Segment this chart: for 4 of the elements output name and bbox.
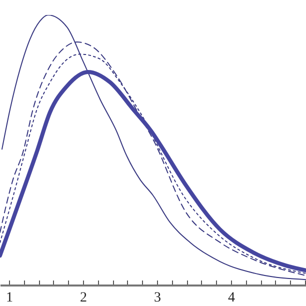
x-tick-label: 1 — [6, 290, 14, 306]
x-tick-label: 4 — [228, 290, 235, 306]
x-tick-label: 3 — [154, 290, 161, 306]
x-tick-label: 2 — [80, 290, 88, 306]
